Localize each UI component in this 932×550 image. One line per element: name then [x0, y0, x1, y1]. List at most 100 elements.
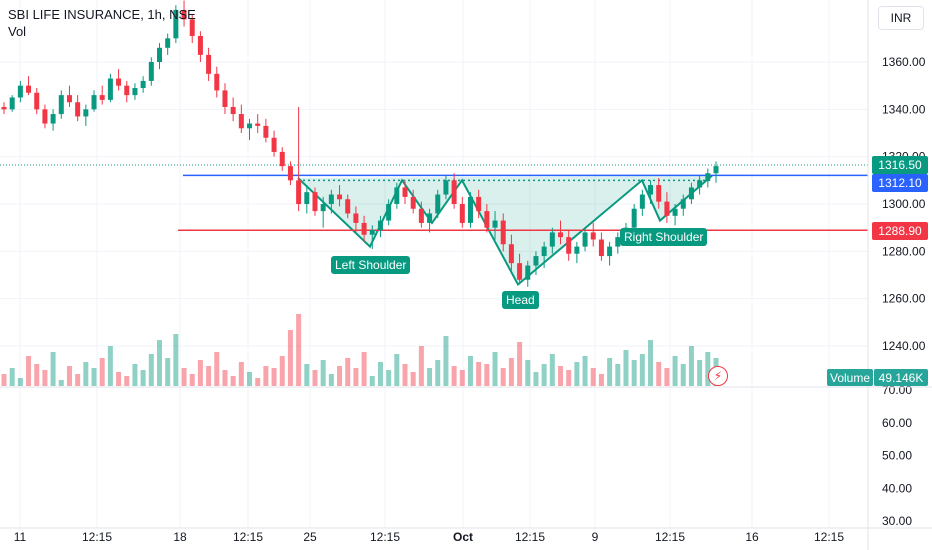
- volume-bar: [541, 364, 547, 386]
- time-tick-label: 12:15: [233, 530, 263, 544]
- candle-body: [50, 114, 56, 124]
- candle-body: [688, 187, 694, 200]
- candle-body: [140, 80, 146, 89]
- candle-body: [369, 230, 375, 235]
- candle-body: [713, 166, 719, 174]
- volume-bar: [328, 374, 334, 386]
- candle-body: [541, 246, 547, 257]
- candle-body: [451, 180, 457, 204]
- candle-body: [75, 102, 81, 117]
- candle-body: [263, 125, 269, 138]
- volume-bar: [58, 380, 64, 386]
- candle-body: [639, 194, 645, 209]
- volume-bar: [255, 378, 261, 386]
- volume-bar: [148, 354, 154, 386]
- volume-bar: [517, 342, 523, 386]
- candle-body: [410, 196, 416, 209]
- volume-tick-label: 40.00: [882, 481, 912, 495]
- candle-body: [607, 246, 613, 257]
- volume-bar: [34, 364, 40, 386]
- volume-bar: [500, 368, 506, 386]
- volume-bar: [132, 364, 138, 386]
- candle-body: [598, 239, 604, 257]
- volume-bar: [435, 360, 441, 386]
- candle-body: [582, 232, 588, 247]
- time-tick-label: 12:15: [655, 530, 685, 544]
- volume-bar: [189, 374, 195, 386]
- candle-body: [296, 180, 302, 204]
- volume-bar: [459, 370, 465, 386]
- last-price-tag: 1316.50: [872, 156, 928, 174]
- volume-bar: [508, 358, 514, 386]
- volume-bar: [484, 364, 490, 386]
- volume-bar: [107, 346, 113, 386]
- volume-bar: [206, 366, 212, 386]
- volume-bar: [656, 362, 662, 386]
- volume-tick-label: 30.00: [882, 514, 912, 528]
- lightning-icon[interactable]: ⚡: [708, 366, 728, 386]
- volume-bar: [369, 376, 375, 386]
- volume-bar: [705, 352, 711, 386]
- volume-bar: [99, 358, 105, 386]
- candle-body: [386, 204, 392, 221]
- symbol-title[interactable]: SBI LIFE INSURANCE, 1h, NSE: [8, 7, 196, 22]
- time-tick-label: 12:15: [82, 530, 112, 544]
- candle-body: [181, 9, 187, 20]
- volume-bar: [124, 376, 130, 386]
- volume-bar: [9, 368, 15, 386]
- volume-label-tag: Volume: [827, 369, 873, 386]
- volume-bar: [165, 358, 171, 386]
- volume-bar: [492, 352, 498, 386]
- volume-bar: [672, 356, 678, 386]
- volume-bar: [394, 354, 400, 386]
- price-tick-label: 1240.00: [882, 339, 926, 353]
- candle-body: [66, 95, 72, 103]
- candle-body: [525, 265, 531, 280]
- volume-bar: [214, 352, 220, 386]
- volume-bar: [26, 356, 32, 386]
- left-shoulder-label[interactable]: Left Shoulder: [331, 256, 411, 274]
- time-tick-label: 12:15: [515, 530, 545, 544]
- candle-body: [361, 222, 367, 235]
- volume-bar: [476, 362, 482, 386]
- candle-body: [58, 95, 64, 115]
- candle-body: [631, 208, 637, 228]
- candle-body: [435, 194, 441, 214]
- volume-bar: [312, 370, 318, 386]
- time-tick-label: 9: [592, 530, 599, 544]
- volume-bar: [443, 336, 449, 386]
- volume-legend[interactable]: Vol: [8, 24, 27, 39]
- candle-body: [656, 185, 662, 202]
- volume-bar: [173, 334, 179, 386]
- volume-bar: [639, 354, 645, 386]
- time-tick-label: 11: [14, 530, 27, 544]
- volume-bar: [17, 378, 23, 386]
- volume-bar: [664, 368, 670, 386]
- candle-body: [165, 38, 171, 48]
- currency-button[interactable]: INR: [878, 6, 924, 30]
- volume-value-tag: 49.146K: [874, 369, 928, 386]
- candle-body: [238, 114, 244, 129]
- volume-bar: [410, 372, 416, 386]
- right-shoulder-label[interactable]: Right Shoulder: [620, 228, 708, 246]
- candle-body: [247, 123, 253, 129]
- candle-body: [255, 123, 261, 126]
- price-tick-label: 1260.00: [882, 292, 926, 306]
- volume-bar: [279, 356, 285, 386]
- candle-body: [34, 92, 40, 110]
- candle-body: [116, 78, 122, 86]
- head-label[interactable]: Head: [502, 291, 539, 309]
- level-lines: [0, 164, 868, 232]
- volume-bar: [263, 366, 269, 386]
- volume-bar: [533, 372, 539, 386]
- candle-body: [206, 54, 212, 74]
- neckline-price-tag: 1312.10: [872, 174, 928, 192]
- candle-body: [320, 204, 326, 212]
- candle-body: [508, 244, 514, 264]
- candle-body: [492, 220, 498, 228]
- candle-body: [394, 187, 400, 204]
- volume-bar: [75, 374, 81, 386]
- candle-body: [533, 256, 539, 266]
- candle-body: [230, 106, 236, 115]
